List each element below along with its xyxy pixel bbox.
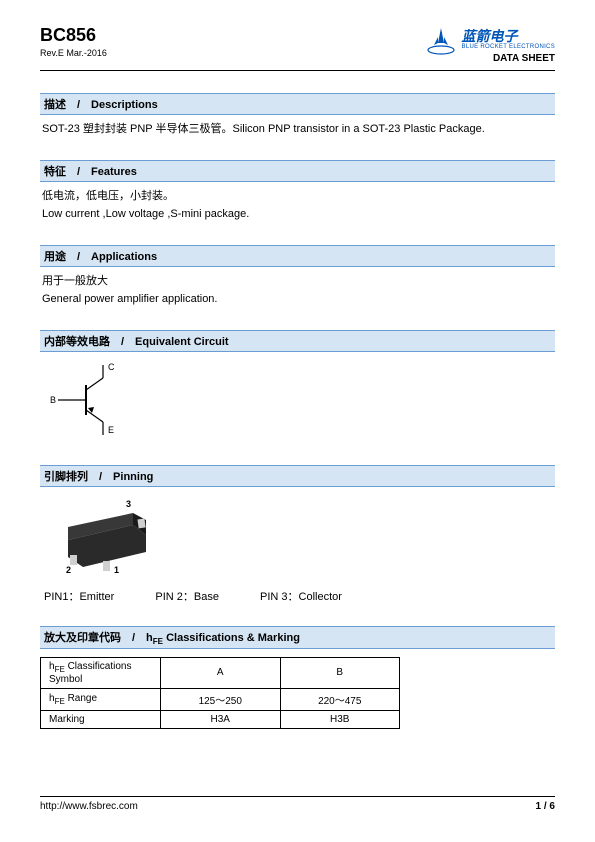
- hfe-table: hFE Classifications Symbol A B hFE Range…: [40, 657, 400, 729]
- pin-label-3: 3: [126, 499, 131, 509]
- revision: Rev.E Mar.-2016: [40, 48, 107, 58]
- title-block: BC856 Rev.E Mar.-2016: [40, 25, 107, 58]
- pin3-desc: PIN 3：Collector: [260, 588, 342, 604]
- section-head-applications: 用途 / Applications: [40, 245, 555, 267]
- hfe-row2-a: 125～250: [161, 688, 281, 710]
- hfe-head-pre: 放大及印章代码 / h: [44, 632, 153, 644]
- footer: http://www.fsbrec.com 1 / 6: [40, 796, 555, 812]
- label-b: B: [50, 395, 56, 405]
- rocket-icon: [426, 25, 456, 55]
- hfe-row2-label: hFE Range: [41, 688, 161, 710]
- hfe-row1-a: A: [161, 657, 281, 688]
- table-row: Marking H3A H3B: [41, 710, 400, 728]
- header-rule: [40, 70, 555, 71]
- hfe-row3-a: H3A: [161, 710, 281, 728]
- pin-list: PIN1：Emitter PIN 2：Base PIN 3：Collector: [44, 588, 555, 604]
- features-line1: 低电流，低电压，小封装。: [42, 188, 553, 205]
- section-body-descriptions: SOT-23 塑封封装 PNP 半导体三极管。Silicon PNP trans…: [40, 115, 555, 138]
- footer-url: http://www.fsbrec.com: [40, 801, 138, 812]
- hfe-head-sub: FE: [153, 637, 163, 646]
- part-number: BC856: [40, 25, 107, 46]
- label-c: C: [108, 362, 115, 372]
- section-head-equivalent: 内部等效电路 / Equivalent Circuit: [40, 330, 555, 352]
- pinning-diagram: 2 1 3: [48, 495, 555, 578]
- descriptions-text: SOT-23 塑封封装 PNP 半导体三极管。Silicon PNP trans…: [42, 121, 553, 138]
- section-head-pinning: 引脚排列 / Pinning: [40, 465, 555, 487]
- pin-label-2: 2: [66, 565, 71, 575]
- equivalent-circuit-diagram: B C E: [48, 360, 555, 443]
- section-body-applications: 用于一般放大 General power amplifier applicati…: [40, 267, 555, 308]
- pin1-desc: PIN1：Emitter: [44, 588, 114, 604]
- section-body-features: 低电流，低电压，小封装。 Low current ,Low voltage ,S…: [40, 182, 555, 223]
- label-e: E: [108, 425, 114, 435]
- hfe-row3-b: H3B: [280, 710, 400, 728]
- logo-cn-text: 蓝箭电子: [462, 29, 555, 44]
- hfe-row1-label: hFE Classifications Symbol: [41, 657, 161, 688]
- features-line2: Low current ,Low voltage ,S-mini package…: [42, 206, 553, 223]
- page-number: 1 / 6: [536, 801, 555, 812]
- header: BC856 Rev.E Mar.-2016 蓝箭电子 BLUE ROCKET E…: [40, 25, 555, 64]
- doc-type: DATA SHEET: [493, 53, 555, 64]
- company-logo: 蓝箭电子 BLUE ROCKET ELECTRONICS: [426, 25, 555, 55]
- footer-rule: [40, 796, 555, 797]
- section-head-features: 特征 / Features: [40, 160, 555, 182]
- logo-text: 蓝箭电子 BLUE ROCKET ELECTRONICS: [462, 29, 555, 51]
- section-head-hfe: 放大及印章代码 / hFE Classifications & Marking: [40, 626, 555, 649]
- hfe-row2-b: 220～475: [280, 688, 400, 710]
- pin-label-1: 1: [114, 565, 119, 575]
- table-row: hFE Classifications Symbol A B: [41, 657, 400, 688]
- pin2-desc: PIN 2：Base: [155, 588, 219, 604]
- hfe-row3-label: Marking: [41, 710, 161, 728]
- hfe-row1-b: B: [280, 657, 400, 688]
- logo-area: 蓝箭电子 BLUE ROCKET ELECTRONICS DATA SHEET: [426, 25, 555, 64]
- logo-en-text: BLUE ROCKET ELECTRONICS: [462, 44, 555, 51]
- section-head-descriptions: 描述 / Descriptions: [40, 93, 555, 115]
- applications-line1: 用于一般放大: [42, 273, 553, 290]
- hfe-head-post: Classifications & Marking: [163, 632, 300, 644]
- table-row: hFE Range 125～250 220～475: [41, 688, 400, 710]
- applications-line2: General power amplifier application.: [42, 291, 553, 308]
